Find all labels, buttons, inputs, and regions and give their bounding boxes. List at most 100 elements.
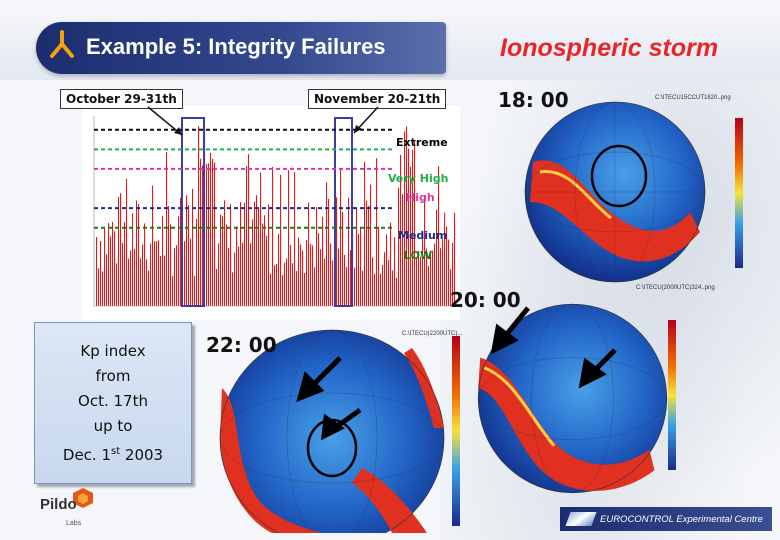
kp-bar	[410, 166, 412, 306]
kp-bar	[104, 228, 106, 306]
kp-bar	[190, 238, 192, 306]
kp-bar	[138, 204, 140, 306]
kp-bar	[446, 226, 448, 306]
kp-bar	[444, 212, 446, 306]
kp-bar	[258, 208, 260, 306]
arrow-head	[321, 413, 345, 440]
kp-bar	[194, 276, 196, 306]
kp-bar	[424, 199, 426, 306]
kp-bar	[210, 152, 212, 306]
kp-bar	[340, 169, 342, 306]
eurocontrol-logo-icon	[565, 512, 597, 526]
kp-bar	[384, 252, 386, 306]
kp-bar	[236, 227, 238, 306]
kp-bar	[200, 158, 202, 306]
arrow-october-head	[174, 127, 182, 135]
kp-bar	[174, 248, 176, 306]
kp-bar	[260, 172, 262, 306]
kp-bar	[338, 248, 340, 306]
kp-bar	[270, 273, 272, 306]
kp-bar	[130, 250, 132, 306]
kp-bar	[224, 200, 226, 306]
kp-bar	[214, 162, 216, 306]
kp-bar	[316, 206, 318, 306]
kp-bar	[146, 259, 148, 306]
kp-bar	[158, 240, 160, 306]
kp-bar	[206, 164, 208, 306]
kp-bar	[320, 249, 322, 306]
kp-bars	[96, 126, 456, 306]
kp-bar	[114, 231, 116, 306]
kp-bar	[432, 250, 434, 306]
colorbar-2000	[668, 320, 676, 470]
kp-bar	[372, 257, 374, 306]
kp-bar	[218, 243, 220, 306]
kp-bar	[122, 243, 124, 306]
kp-bar	[232, 272, 234, 306]
time-label-1800: 18: 00	[498, 88, 569, 112]
kp-bar	[184, 241, 186, 306]
kp-bar	[108, 223, 110, 306]
kp-bar	[354, 267, 356, 306]
kp-chart-panel	[82, 106, 460, 320]
kp-bar	[284, 262, 286, 306]
kp-bar	[356, 208, 358, 306]
kp-bar	[228, 248, 230, 306]
kp-bar	[118, 196, 120, 306]
kp-bar	[278, 233, 280, 306]
kp-bar	[128, 258, 130, 306]
kp-bar	[286, 258, 288, 306]
kp-bar	[454, 212, 456, 306]
kp-bar	[294, 171, 296, 306]
kp-bar	[264, 215, 266, 306]
kp-bar	[296, 270, 298, 306]
kp-bar	[116, 263, 118, 306]
kp-bar	[268, 204, 270, 306]
kp-bar	[388, 260, 390, 306]
kp-bar	[186, 195, 188, 306]
kp-bar	[308, 202, 310, 306]
kp-bar	[416, 257, 418, 306]
kp-bar	[364, 161, 366, 306]
kp-bar	[280, 174, 282, 306]
kp-bar	[322, 216, 324, 306]
kp-line: Oct. 17th	[78, 391, 148, 410]
kp-bar	[404, 131, 406, 306]
kp-bar	[156, 241, 158, 306]
eurocontrol-label: EUROCONTROL Experimental Centre	[600, 513, 763, 525]
kp-line-last-prefix: Dec. 1	[62, 445, 111, 464]
storm-arrows	[296, 306, 617, 440]
page-title: Example 5: Integrity Failures	[86, 34, 386, 59]
pildo-logo-icon	[73, 488, 93, 508]
kp-bar	[240, 202, 242, 306]
kp-bar	[170, 224, 172, 306]
kp-bar	[198, 126, 200, 306]
kp-bar	[350, 250, 352, 306]
kp-bar	[202, 165, 204, 306]
kp-bar	[400, 154, 402, 306]
kp-bar	[288, 170, 290, 306]
kp-bar	[348, 197, 350, 306]
level-low-label: LOW	[404, 249, 433, 262]
kp-bar	[434, 243, 436, 306]
kp-bar	[208, 163, 210, 306]
kp-bar	[396, 277, 398, 306]
kp-bar	[368, 205, 370, 306]
storm-heading: Ionospheric storm	[500, 34, 719, 62]
kp-bar	[314, 267, 316, 306]
kp-bar	[398, 187, 400, 306]
kp-bar	[282, 275, 284, 306]
kp-bar	[418, 250, 420, 306]
kp-bar	[290, 245, 292, 306]
kp-bar	[440, 248, 442, 306]
kp-bar	[332, 260, 334, 306]
kp-bar	[370, 184, 372, 306]
kp-bar	[436, 209, 438, 306]
pildo-logo-text: Pildo	[40, 496, 77, 513]
kp-bar	[160, 256, 162, 306]
kp-bar	[336, 197, 338, 306]
level-medium-label: Medium	[398, 229, 448, 242]
kp-bar	[448, 239, 450, 306]
kp-bar	[402, 194, 404, 306]
ionosphere-map-1800	[524, 101, 706, 283]
